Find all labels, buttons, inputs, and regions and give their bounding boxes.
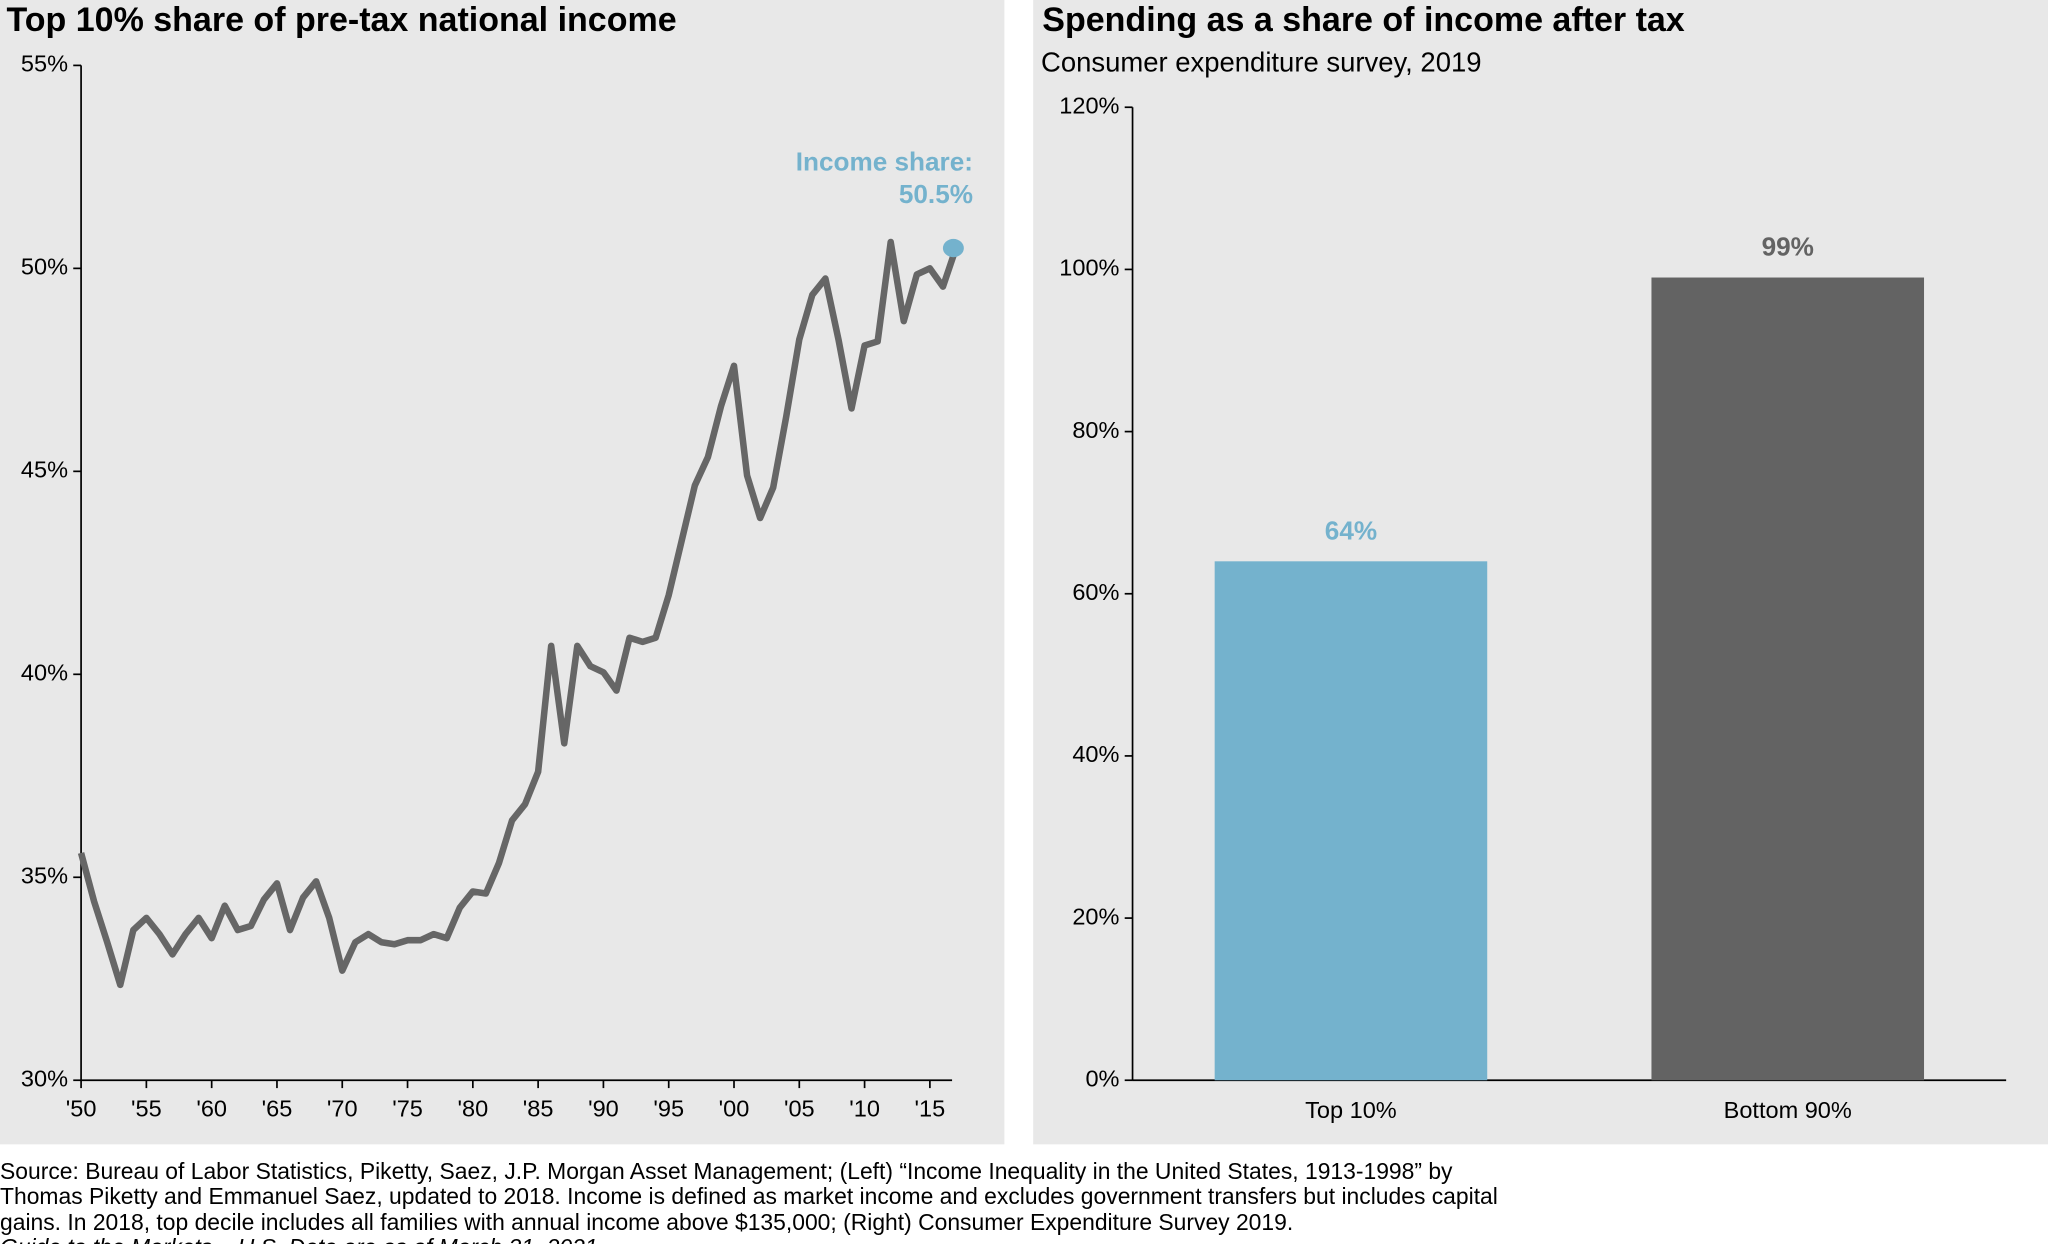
x-tick-label: '95 [653, 1096, 684, 1122]
x-tick-label: Top 10% [1305, 1097, 1397, 1123]
footnote: gains. In 2018, top decile includes all … [0, 1209, 1293, 1235]
x-tick-label: '00 [719, 1096, 750, 1122]
footnote: Thomas Piketty and Emmanuel Saez, update… [0, 1183, 1498, 1209]
chart-title: Spending as a share of income after tax [1042, 1, 1685, 39]
footnote: Guide to the Markets – U.S. Data are as … [0, 1234, 604, 1244]
x-tick-label: '10 [849, 1096, 880, 1122]
x-tick-label: '80 [457, 1096, 488, 1122]
y-tick-label: 20% [1072, 903, 1119, 929]
y-tick-label: 55% [21, 51, 68, 77]
y-tick-label: 40% [1072, 741, 1119, 767]
y-tick-label: 120% [1059, 92, 1119, 118]
bar [1651, 277, 1925, 1081]
footnote: Source: Bureau of Labor Statistics, Pike… [0, 1158, 1453, 1184]
y-tick-label: 45% [21, 457, 68, 483]
y-tick-label: 30% [21, 1065, 68, 1091]
x-tick-label: '50 [66, 1096, 97, 1122]
chart-title: Top 10% share of pre-tax national income [7, 1, 677, 39]
x-tick-label: Bottom 90% [1724, 1097, 1852, 1123]
x-tick-label: '05 [784, 1096, 815, 1122]
line [77, 238, 960, 989]
y-tick-label: 80% [1072, 417, 1119, 443]
y-tick-label: 35% [21, 862, 68, 888]
left-panel [0, 0, 1005, 1145]
chart-subtitle: Consumer expenditure survey, 2019 [1041, 46, 1482, 77]
x-tick-label: '15 [915, 1096, 946, 1122]
x-tick-label: '70 [327, 1096, 358, 1122]
annotation: 50.5% [899, 179, 973, 209]
x-tick-label: '90 [588, 1096, 619, 1122]
value-label: 64% [1325, 515, 1377, 545]
y-tick-label: 40% [21, 660, 68, 686]
y-tick-label: 0% [1085, 1065, 1119, 1091]
bar [1214, 561, 1488, 1081]
y-tick-label: 60% [1072, 579, 1119, 605]
annotation: Income share: [796, 146, 973, 176]
x-tick-label: '65 [262, 1096, 293, 1122]
end-marker [942, 238, 964, 258]
x-tick-label: '75 [392, 1096, 423, 1122]
x-tick-label: '55 [131, 1096, 162, 1122]
y-tick-label: 50% [21, 254, 68, 280]
x-tick-label: '85 [523, 1096, 554, 1122]
value-label: 99% [1762, 232, 1814, 262]
y-tick-label: 100% [1059, 255, 1119, 281]
x-tick-label: '60 [196, 1096, 227, 1122]
